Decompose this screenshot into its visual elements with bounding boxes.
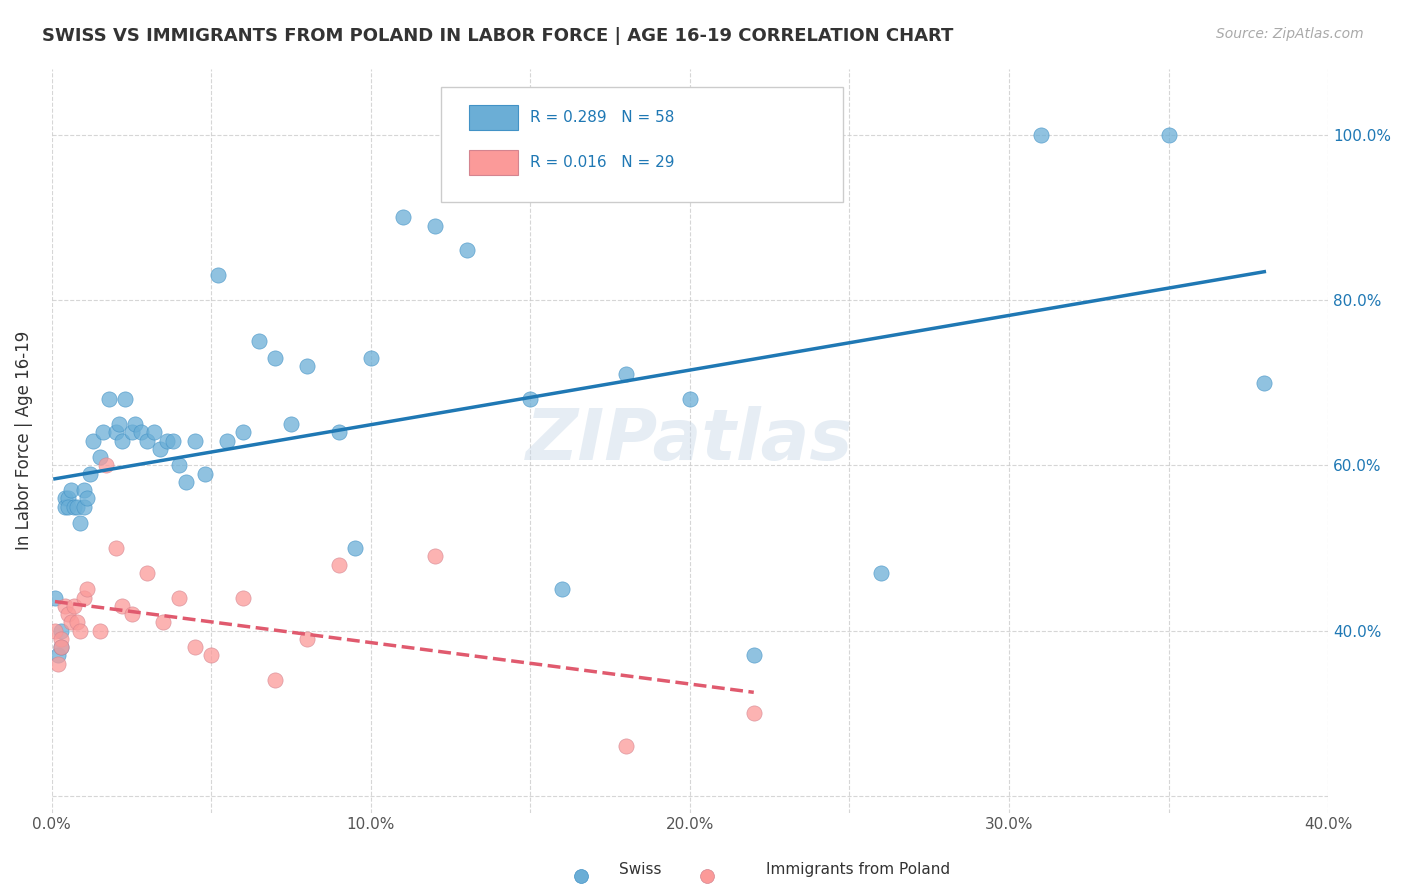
Point (169, 458, 191, 473)
Point (152, 615, 174, 630)
Point (232, 425, 254, 440)
Point (73, 483, 96, 497)
Point (46, 657, 69, 671)
Point (73, 500, 96, 514)
FancyBboxPatch shape (441, 87, 844, 202)
Point (295, 632, 318, 646)
Point (162, 434, 184, 448)
Point (46, 648, 69, 663)
Point (870, 566, 893, 580)
Point (51, 632, 73, 646)
Point (136, 566, 159, 580)
Point (69, 516, 91, 531)
Point (129, 425, 152, 440)
Point (343, 541, 366, 555)
FancyBboxPatch shape (470, 150, 517, 175)
Text: R = 0.289   N = 58: R = 0.289 N = 58 (530, 110, 675, 125)
Text: Immigrants from Poland: Immigrants from Poland (766, 863, 950, 877)
Point (76, 491, 98, 506)
Point (328, 558, 350, 572)
Point (264, 351, 287, 365)
Point (1029, 128, 1052, 142)
Point (76, 582, 98, 597)
Point (360, 351, 382, 365)
Point (66, 615, 89, 630)
Point (149, 442, 172, 456)
Point (156, 434, 179, 448)
Point (142, 425, 165, 440)
Point (59, 615, 82, 630)
Point (328, 425, 350, 440)
Point (423, 219, 446, 233)
Point (89, 450, 111, 464)
Point (184, 434, 207, 448)
Point (232, 591, 254, 605)
Point (53, 491, 76, 506)
Point (63, 500, 86, 514)
Point (51, 640, 73, 655)
Point (1253, 376, 1275, 390)
FancyBboxPatch shape (470, 105, 517, 130)
Point (111, 434, 134, 448)
Point (69, 624, 91, 638)
Point (73, 591, 96, 605)
Point (104, 541, 127, 555)
Point (56, 607, 79, 621)
Point (264, 673, 287, 688)
Point (44, 624, 66, 638)
Point (59, 483, 82, 497)
Point (104, 425, 127, 440)
Point (124, 417, 146, 431)
Text: SWISS VS IMMIGRANTS FROM POLAND IN LABOR FORCE | AGE 16-19 CORRELATION CHART: SWISS VS IMMIGRANTS FROM POLAND IN LABOR… (42, 27, 953, 45)
Point (91, 425, 114, 440)
Point (551, 582, 574, 597)
Point (742, 648, 765, 663)
Point (391, 211, 413, 225)
Point (169, 591, 191, 605)
Point (742, 706, 765, 721)
Y-axis label: In Labor Force | Age 16-19: In Labor Force | Age 16-19 (15, 331, 32, 550)
Point (519, 392, 541, 407)
Point (53, 599, 76, 613)
Text: ZIPatlas: ZIPatlas (526, 406, 853, 475)
Point (53, 500, 76, 514)
Point (174, 475, 197, 489)
Point (63, 599, 86, 613)
Point (280, 417, 302, 431)
Point (194, 467, 217, 481)
Point (51, 640, 73, 655)
Point (89, 624, 111, 638)
Point (98, 392, 121, 407)
Point (51, 624, 73, 638)
Point (423, 549, 446, 564)
Point (44, 591, 66, 605)
Point (107, 417, 129, 431)
Point (184, 640, 207, 655)
Point (679, 392, 702, 407)
Point (66, 500, 89, 514)
Point (56, 491, 79, 506)
Point (247, 334, 270, 349)
Point (56, 500, 79, 514)
Point (614, 739, 637, 754)
Point (217, 434, 239, 448)
Point (614, 368, 637, 382)
Point (121, 607, 143, 621)
Point (82, 434, 104, 448)
Point (136, 434, 159, 448)
Point (79, 467, 101, 481)
Text: R = 0.016   N = 29: R = 0.016 N = 29 (530, 155, 675, 169)
Point (1157, 128, 1180, 142)
Point (295, 359, 318, 373)
Point (94, 458, 117, 473)
Point (200, 648, 222, 663)
Text: Source: ZipAtlas.com: Source: ZipAtlas.com (1216, 27, 1364, 41)
Point (456, 244, 478, 258)
Text: Swiss: Swiss (619, 863, 661, 877)
Point (111, 599, 134, 613)
Point (207, 268, 229, 283)
Point (121, 425, 143, 440)
Point (114, 392, 136, 407)
